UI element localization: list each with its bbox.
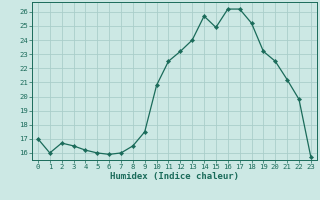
X-axis label: Humidex (Indice chaleur): Humidex (Indice chaleur): [110, 172, 239, 181]
